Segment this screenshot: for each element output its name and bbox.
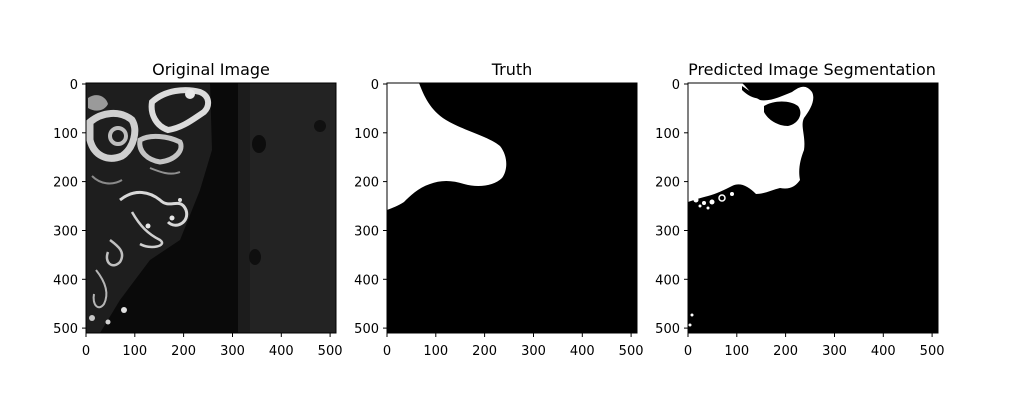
y-tick-label: 0 bbox=[371, 78, 379, 93]
predicted-mask bbox=[688, 83, 938, 333]
x-tick-label: 300 bbox=[220, 344, 245, 359]
x-tick-label: 100 bbox=[122, 344, 147, 359]
x-tick-label: 400 bbox=[871, 344, 896, 359]
y-tick-label: 400 bbox=[354, 273, 379, 288]
axes-frame bbox=[386, 82, 638, 334]
y-tick-label: 100 bbox=[655, 127, 680, 142]
panel-original-image: Original Image bbox=[53, 60, 342, 359]
x-tick-label: 500 bbox=[619, 344, 644, 359]
x-tick-label: 400 bbox=[269, 344, 294, 359]
x-tick-label: 500 bbox=[920, 344, 945, 359]
x-tick-label: 0 bbox=[82, 344, 90, 359]
y-tick-label: 100 bbox=[354, 127, 379, 142]
panel-title: Original Image bbox=[152, 60, 270, 79]
y-tick-label: 0 bbox=[70, 78, 78, 93]
x-tick-label: 400 bbox=[570, 344, 595, 359]
y-tick-label: 0 bbox=[672, 78, 680, 93]
x-axis: 0 100 200 300 400 500 bbox=[684, 333, 945, 359]
y-axis: 0 100 200 300 400 500 bbox=[53, 78, 86, 337]
x-tick-label: 300 bbox=[521, 344, 546, 359]
x-axis: 0 100 200 300 400 500 bbox=[383, 333, 644, 359]
y-tick-label: 200 bbox=[655, 176, 680, 191]
truth-mask bbox=[387, 83, 637, 333]
axes-frame bbox=[85, 82, 337, 334]
x-tick-label: 200 bbox=[773, 344, 798, 359]
x-tick-label: 200 bbox=[171, 344, 196, 359]
x-tick-label: 100 bbox=[423, 344, 448, 359]
y-tick-label: 300 bbox=[354, 225, 379, 240]
y-tick-label: 500 bbox=[53, 322, 78, 337]
panel-title: Truth bbox=[491, 60, 533, 79]
y-tick-label: 500 bbox=[354, 322, 379, 337]
x-tick-label: 200 bbox=[472, 344, 497, 359]
y-tick-label: 400 bbox=[655, 273, 680, 288]
x-tick-label: 100 bbox=[724, 344, 749, 359]
y-axis: 0 100 200 300 400 500 bbox=[354, 78, 387, 337]
y-axis: 0 100 200 300 400 500 bbox=[655, 78, 688, 337]
x-axis: 0 100 200 300 400 500 bbox=[82, 333, 343, 359]
y-tick-label: 200 bbox=[53, 176, 78, 191]
y-tick-label: 500 bbox=[655, 322, 680, 337]
panel-truth: Truth 0 100 200 300 400 500 0 bbox=[354, 60, 643, 359]
panel-predicted-segmentation: Predicted Image Segmentation bbox=[655, 60, 944, 359]
x-tick-label: 0 bbox=[383, 344, 391, 359]
x-tick-label: 300 bbox=[822, 344, 847, 359]
y-tick-label: 300 bbox=[53, 225, 78, 240]
y-tick-label: 300 bbox=[655, 225, 680, 240]
x-tick-label: 0 bbox=[684, 344, 692, 359]
y-tick-label: 100 bbox=[53, 127, 78, 142]
y-tick-label: 400 bbox=[53, 273, 78, 288]
panel-title: Predicted Image Segmentation bbox=[688, 60, 936, 79]
axes-frame bbox=[687, 82, 939, 334]
y-tick-label: 200 bbox=[354, 176, 379, 191]
original-image bbox=[86, 83, 336, 333]
x-tick-label: 500 bbox=[318, 344, 343, 359]
